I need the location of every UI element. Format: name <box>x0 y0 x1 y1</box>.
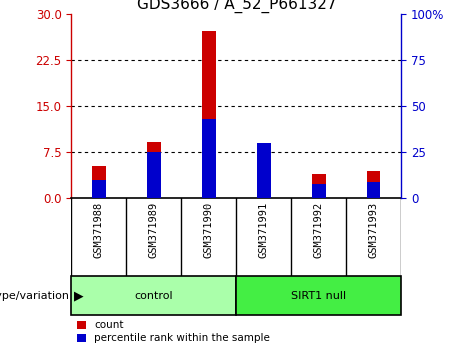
Text: GSM371990: GSM371990 <box>204 202 214 258</box>
Text: genotype/variation: genotype/variation <box>0 291 69 301</box>
Bar <box>312 183 325 198</box>
Text: GSM371991: GSM371991 <box>259 202 269 258</box>
Bar <box>202 31 216 198</box>
Text: SIRT1 null: SIRT1 null <box>291 291 346 301</box>
Text: ▶: ▶ <box>70 289 83 302</box>
Text: GSM371993: GSM371993 <box>369 202 378 258</box>
Text: GSM371989: GSM371989 <box>149 202 159 258</box>
Title: GDS3666 / A_52_P661327: GDS3666 / A_52_P661327 <box>136 0 336 13</box>
Bar <box>92 180 106 198</box>
Bar <box>257 143 271 198</box>
Bar <box>257 167 271 198</box>
Bar <box>147 142 161 198</box>
Bar <box>312 174 325 198</box>
Bar <box>92 166 106 198</box>
Bar <box>367 182 380 198</box>
Bar <box>202 119 216 198</box>
Text: GSM371988: GSM371988 <box>94 202 104 258</box>
Bar <box>367 171 380 198</box>
Text: GSM371992: GSM371992 <box>313 202 324 258</box>
Bar <box>236 276 401 315</box>
Legend: count, percentile rank within the sample: count, percentile rank within the sample <box>77 320 270 343</box>
Bar <box>71 276 236 315</box>
Bar <box>147 152 161 198</box>
Text: control: control <box>135 291 173 301</box>
